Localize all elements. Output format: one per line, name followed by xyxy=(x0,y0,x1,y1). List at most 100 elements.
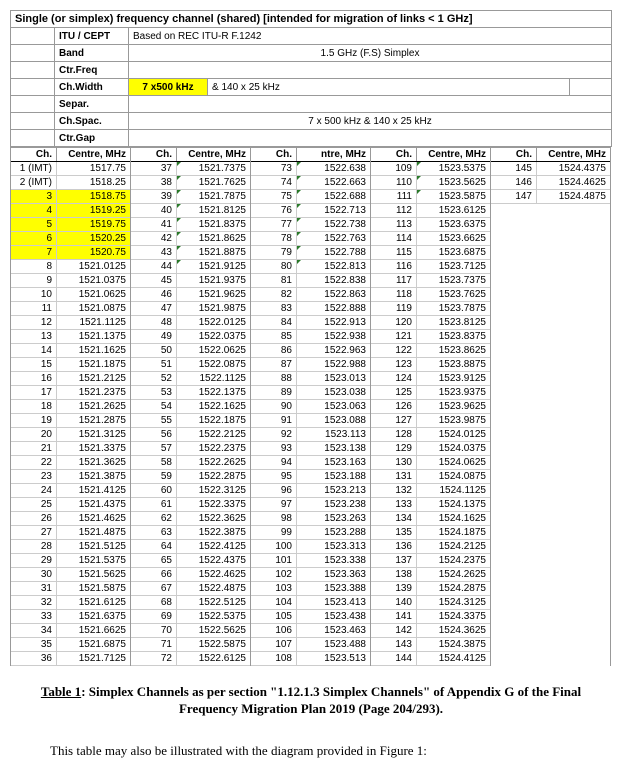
cell-centre: 1522.3125 xyxy=(177,484,250,497)
freq-row: 721522.6125 xyxy=(131,652,250,666)
freq-row: 801522.813 xyxy=(251,260,370,274)
cell-channel: 93 xyxy=(251,442,297,455)
freq-row: 821522.863 xyxy=(251,288,370,302)
freq-row: 1451524.4375 xyxy=(491,162,610,176)
col-header-ch: Ch. xyxy=(11,148,57,161)
meta-band-value: 1.5 GHz (F.S) Simplex xyxy=(129,45,612,62)
cell-centre: 1523.8875 xyxy=(417,358,490,371)
freq-row: 91521.0375 xyxy=(11,274,130,288)
cell-centre: 1518.25 xyxy=(57,176,130,189)
col-header-ch: Ch. xyxy=(131,148,177,161)
freq-row: 991523.288 xyxy=(251,526,370,540)
freq-row: 1471524.4875 xyxy=(491,190,610,204)
freq-row: 41519.25 xyxy=(11,204,130,218)
freq-row: 181521.2625 xyxy=(11,400,130,414)
freq-row: 1121523.6125 xyxy=(371,204,490,218)
cell-centre: 1523.188 xyxy=(297,470,370,483)
cell-centre: 1522.1625 xyxy=(177,400,250,413)
cell-channel: 104 xyxy=(251,596,297,609)
cell-centre: 1522.3875 xyxy=(177,526,250,539)
cell-centre: 1523.8625 xyxy=(417,344,490,357)
freq-row: 491522.0375 xyxy=(131,330,250,344)
cell-centre: 1522.1875 xyxy=(177,414,250,427)
cell-channel: 91 xyxy=(251,414,297,427)
cell-channel: 105 xyxy=(251,610,297,623)
cell-centre: 1521.8625 xyxy=(177,232,250,245)
freq-row: 831522.888 xyxy=(251,302,370,316)
freq-row: 531522.1375 xyxy=(131,386,250,400)
meta-table: ITU / CEPT Based on REC ITU-R F.1242 Ban… xyxy=(10,27,612,147)
cell-channel: 119 xyxy=(371,302,417,315)
cell-centre: 1521.6875 xyxy=(57,638,130,651)
cell-centre: 1521.3375 xyxy=(57,442,130,455)
cell-channel: 42 xyxy=(131,232,177,245)
cell-channel: 60 xyxy=(131,484,177,497)
cell-centre: 1520.75 xyxy=(57,246,130,259)
cell-centre: 1522.4125 xyxy=(177,540,250,553)
freq-row: 381521.7625 xyxy=(131,176,250,190)
cell-centre: 1521.7125 xyxy=(57,652,130,665)
cell-channel: 112 xyxy=(371,204,417,217)
cell-channel: 47 xyxy=(131,302,177,315)
cell-channel: 15 xyxy=(11,358,57,371)
freq-row: 71520.75 xyxy=(11,246,130,260)
cell-channel: 26 xyxy=(11,512,57,525)
freq-row: 541522.1625 xyxy=(131,400,250,414)
cell-centre: 1522.888 xyxy=(297,302,370,315)
cell-centre: 1521.8875 xyxy=(177,246,250,259)
cell-channel: 138 xyxy=(371,568,417,581)
freq-row: 301521.5625 xyxy=(11,568,130,582)
freq-row: 1391524.2875 xyxy=(371,582,490,596)
cell-channel: 139 xyxy=(371,582,417,595)
freq-row: 1251523.9375 xyxy=(371,386,490,400)
cell-channel: 88 xyxy=(251,372,297,385)
freq-row: 121521.1125 xyxy=(11,316,130,330)
cell-centre: 1524.4875 xyxy=(537,190,610,203)
cell-centre: 1523.7125 xyxy=(417,260,490,273)
cell-channel: 141 xyxy=(371,610,417,623)
col-header-centre: Centre, MHz xyxy=(537,148,610,161)
freq-row: 1291524.0375 xyxy=(371,442,490,456)
cell-centre: 1523.7875 xyxy=(417,302,490,315)
freq-row: 61520.25 xyxy=(11,232,130,246)
freq-row: 611522.3375 xyxy=(131,498,250,512)
cell-centre: 1521.7625 xyxy=(177,176,250,189)
cell-channel: 109 xyxy=(371,162,417,175)
cell-centre: 1522.4625 xyxy=(177,568,250,581)
cell-centre: 1521.2375 xyxy=(57,386,130,399)
freq-row: 1281524.0125 xyxy=(371,428,490,442)
freq-row: 1421524.3625 xyxy=(371,624,490,638)
cell-centre: 1524.4375 xyxy=(537,162,610,175)
freq-row: 471521.9875 xyxy=(131,302,250,316)
cell-centre: 1524.4125 xyxy=(417,652,490,665)
freq-row: 311521.5875 xyxy=(11,582,130,596)
freq-row: 1141523.6625 xyxy=(371,232,490,246)
freq-column: Ch.Centre, MHz1091523.53751101523.562511… xyxy=(371,147,491,666)
cell-channel: 28 xyxy=(11,540,57,553)
freq-row: 291521.5375 xyxy=(11,554,130,568)
freq-row: 731522.638 xyxy=(251,162,370,176)
cell-channel: 29 xyxy=(11,554,57,567)
freq-row: 461521.9625 xyxy=(131,288,250,302)
freq-row: 681522.5125 xyxy=(131,596,250,610)
freq-row: 1311524.0875 xyxy=(371,470,490,484)
meta-ctrgap-label: Ctr.Gap xyxy=(55,130,129,147)
cell-centre: 1523.488 xyxy=(297,638,370,651)
cell-centre: 1524.1375 xyxy=(417,498,490,511)
freq-row: 861522.963 xyxy=(251,344,370,358)
cell-centre: 1521.7875 xyxy=(177,190,250,203)
cell-centre: 1522.1125 xyxy=(177,372,250,385)
cell-centre: 1523.238 xyxy=(297,498,370,511)
cell-centre: 1521.0375 xyxy=(57,274,130,287)
cell-centre: 1521.6625 xyxy=(57,624,130,637)
cell-channel: 110 xyxy=(371,176,417,189)
cell-channel: 123 xyxy=(371,358,417,371)
cell-channel: 107 xyxy=(251,638,297,651)
cell-centre: 1523.313 xyxy=(297,540,370,553)
cell-channel: 125 xyxy=(371,386,417,399)
cell-channel: 66 xyxy=(131,568,177,581)
freq-row: 1031523.388 xyxy=(251,582,370,596)
cell-channel: 144 xyxy=(371,652,417,665)
cell-centre: 1523.138 xyxy=(297,442,370,455)
cell-centre: 1521.5625 xyxy=(57,568,130,581)
